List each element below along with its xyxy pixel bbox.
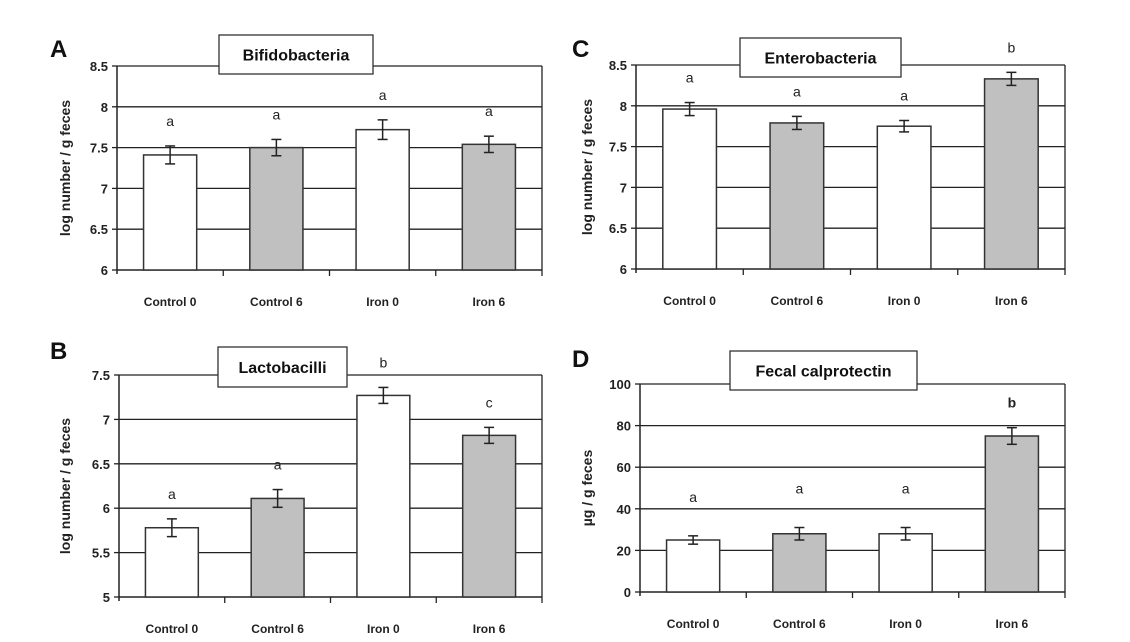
x-tick-label: Control 0 bbox=[663, 294, 716, 308]
significance-label: a bbox=[379, 87, 387, 103]
chart-title-box bbox=[218, 34, 374, 75]
bar-control-0 bbox=[665, 539, 721, 593]
bar-control-0 bbox=[144, 526, 200, 598]
panel-label: D bbox=[572, 346, 589, 373]
significance-label: a bbox=[900, 87, 908, 103]
bar-iron-0 bbox=[356, 394, 411, 598]
bar-control-0 bbox=[142, 154, 198, 271]
chart-title-box bbox=[739, 37, 902, 78]
bar-iron-6 bbox=[983, 78, 1039, 270]
x-tick-label: Control 6 bbox=[773, 617, 826, 631]
chart-title: Bifidobacteria bbox=[243, 48, 350, 65]
significance-label: a bbox=[795, 481, 803, 497]
y-tick-label: 7.5 bbox=[90, 141, 108, 156]
significance-label: a bbox=[689, 489, 697, 505]
y-tick-label: 8 bbox=[620, 99, 627, 114]
significance-label: a bbox=[272, 106, 280, 122]
significance-label: a bbox=[686, 70, 694, 86]
x-tick-label: Iron 6 bbox=[996, 617, 1029, 631]
significance-label: c bbox=[486, 394, 493, 410]
x-tick-label: Control 6 bbox=[250, 295, 303, 309]
bar-iron-0 bbox=[355, 128, 410, 271]
x-tick-label: Iron 0 bbox=[888, 294, 921, 308]
bar-control-0 bbox=[662, 108, 718, 270]
y-tick-label: 60 bbox=[617, 460, 631, 475]
chart-title-box bbox=[729, 350, 918, 391]
chart-title: Lactobacilli bbox=[238, 360, 326, 377]
y-axis-label: log number / g feces bbox=[579, 99, 595, 235]
y-tick-label: 6.5 bbox=[92, 457, 110, 472]
y-tick-label: 7.5 bbox=[609, 140, 627, 155]
y-tick-label: 80 bbox=[617, 419, 631, 434]
bar-iron-6 bbox=[461, 143, 517, 271]
x-tick-label: Control 0 bbox=[144, 295, 197, 309]
y-axis-label: log number / g feces bbox=[57, 418, 73, 554]
significance-label: a bbox=[166, 113, 174, 129]
bar-iron-0 bbox=[878, 533, 933, 593]
significance-label: b bbox=[379, 354, 387, 370]
x-tick-label: Control 6 bbox=[771, 294, 824, 308]
x-tick-label: Iron 6 bbox=[473, 622, 506, 636]
y-tick-label: 20 bbox=[617, 543, 631, 558]
chart-panel-d: 0 20 40 60 80 100 a Control 0 a Control 6 a Iron 0 b… bbox=[572, 346, 1066, 631]
panel-label: B bbox=[50, 338, 67, 365]
chart-title: Enterobacteria bbox=[764, 51, 876, 68]
y-tick-label: 5.5 bbox=[92, 546, 110, 561]
chart-title-box bbox=[217, 346, 348, 388]
significance-label: a bbox=[168, 486, 176, 502]
y-tick-label: 5 bbox=[103, 590, 110, 605]
bar-iron-0 bbox=[876, 125, 932, 270]
bar-control-6 bbox=[772, 533, 827, 593]
bar-iron-6 bbox=[984, 435, 1040, 593]
chart-title: Fecal calprotectin bbox=[755, 364, 891, 381]
panel-label: A bbox=[50, 36, 67, 63]
x-tick-label: Iron 6 bbox=[995, 294, 1028, 308]
x-tick-label: Iron 0 bbox=[889, 617, 922, 631]
chart-panel-a: 6 6.5 7 7.5 8 8.5 a Control 0 a Control 6 a Iron 0 a… bbox=[50, 34, 543, 309]
y-tick-label: 7 bbox=[103, 412, 110, 427]
y-tick-label: 6 bbox=[620, 262, 627, 277]
x-tick-label: Iron 0 bbox=[367, 622, 400, 636]
x-tick-label: Control 0 bbox=[146, 622, 199, 636]
panel-label: C bbox=[572, 36, 589, 63]
y-tick-label: 6 bbox=[101, 263, 108, 278]
significance-label: a bbox=[274, 457, 282, 473]
bar-iron-6 bbox=[461, 434, 517, 598]
significance-label: b bbox=[1008, 395, 1017, 411]
y-tick-label: 6.5 bbox=[609, 221, 627, 236]
y-tick-label: 7 bbox=[620, 180, 627, 195]
significance-label: b bbox=[1007, 39, 1015, 55]
y-tick-label: 8.5 bbox=[90, 59, 108, 74]
significance-label: a bbox=[793, 83, 801, 99]
significance-label: a bbox=[485, 103, 493, 119]
x-tick-label: Iron 6 bbox=[473, 295, 506, 309]
y-tick-label: 6 bbox=[103, 501, 110, 516]
bar-control-6 bbox=[250, 497, 305, 598]
y-tick-label: 0 bbox=[624, 585, 631, 600]
y-tick-label: 8.5 bbox=[609, 58, 627, 73]
y-axis-label: µg / g feces bbox=[579, 450, 595, 527]
y-tick-label: 6.5 bbox=[90, 222, 108, 237]
chart-panel-c: 6 6.5 7 7.5 8 8.5 a Control 0 a Control 6 a Iron 0 b… bbox=[572, 36, 1066, 308]
x-tick-label: Control 0 bbox=[667, 617, 720, 631]
chart-panel-b: 5 5.5 6 6.5 7 7.5 a Control 0 a Control 6 b Iron 0 c… bbox=[50, 338, 543, 636]
bar-control-6 bbox=[769, 122, 825, 270]
significance-label: a bbox=[902, 481, 910, 497]
x-tick-label: Iron 0 bbox=[366, 295, 399, 309]
y-tick-label: 100 bbox=[609, 377, 631, 392]
x-tick-label: Control 6 bbox=[251, 622, 304, 636]
y-axis-label: log number / g feces bbox=[57, 100, 73, 236]
y-tick-label: 8 bbox=[101, 100, 108, 115]
y-tick-label: 7.5 bbox=[92, 368, 110, 383]
bar-control-6 bbox=[249, 146, 304, 271]
y-tick-label: 40 bbox=[617, 502, 631, 517]
y-tick-label: 7 bbox=[101, 181, 108, 196]
